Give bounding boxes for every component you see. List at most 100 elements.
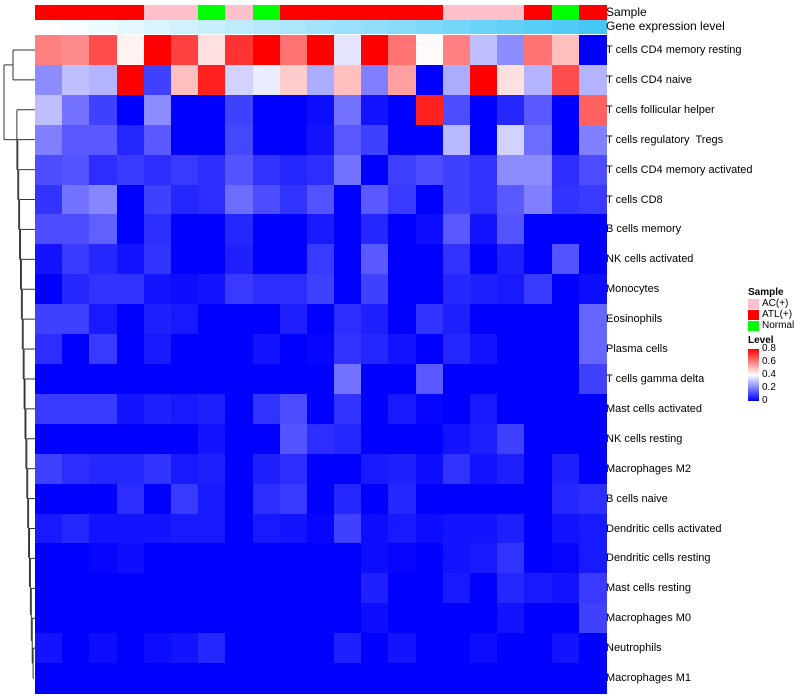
heatmap-cell [361, 393, 390, 425]
heatmap-cell [361, 154, 390, 186]
heatmap-cell [62, 184, 90, 216]
sample-annotation-cell [442, 5, 471, 20]
heatmap-cell [279, 603, 308, 634]
heatmap-cell [306, 304, 335, 335]
heatmap-cell [170, 543, 199, 574]
heatmap-cell [306, 244, 335, 275]
heatmap-cell [198, 64, 226, 96]
heatmap-cell [361, 244, 390, 275]
heatmap-cell [62, 35, 90, 66]
heatmap-cell [497, 453, 526, 485]
heatmap-cell [252, 633, 281, 664]
heatmap-cell [388, 393, 417, 425]
heatmap-cell [35, 244, 63, 275]
heatmap-cell [334, 603, 362, 634]
heatmap-cell [170, 483, 199, 515]
heatmap-cell [89, 483, 118, 515]
heatmap-cell [116, 603, 145, 634]
heatmap-cell [497, 663, 526, 694]
heatmap-cell [89, 633, 118, 664]
heatmap-cell [497, 423, 526, 455]
heatmap-cell [306, 214, 335, 245]
heatmap-cell [361, 64, 390, 96]
heatmap-cell [551, 423, 580, 455]
heatmap-cell [35, 304, 63, 335]
heatmap-cell [388, 483, 417, 515]
sample-annotation-cell [334, 5, 362, 20]
heatmap-cell [279, 274, 308, 305]
heatmap-cell [116, 184, 145, 216]
heatmap-cell [252, 483, 281, 515]
row-label: T cells CD4 memory activated [606, 163, 753, 176]
heatmap-cell [198, 334, 226, 365]
heatmap-cell [361, 633, 390, 664]
heatmap-cell [62, 274, 90, 305]
sample-annotation-cell [361, 5, 390, 20]
heatmap-cell [524, 663, 553, 694]
heatmap-cell [225, 244, 254, 275]
heatmap-cell [62, 304, 90, 335]
row-label: B cells naive [606, 492, 668, 505]
heatmap-cell [442, 184, 471, 216]
heatmap-cell [388, 423, 417, 455]
heatmap-cell [524, 94, 553, 126]
heatmap-cell [279, 423, 308, 455]
heatmap-cell [551, 244, 580, 275]
heatmap-cell [415, 154, 444, 186]
heatmap-cell [35, 334, 63, 365]
heatmap-cell [578, 633, 607, 664]
heatmap-cell [143, 453, 172, 485]
heatmap-cell [361, 513, 390, 545]
heatmap-cell [334, 124, 362, 156]
expression-annotation-cell [225, 20, 254, 34]
heatmap-cell [170, 633, 199, 664]
heatmap-cell [334, 154, 362, 186]
heatmap-cell [170, 124, 199, 156]
heatmap-cell [388, 633, 417, 664]
heatmap-cell [116, 214, 145, 245]
heatmap-cell [35, 364, 63, 395]
heatmap-cell [388, 603, 417, 634]
heatmap-cell [578, 274, 607, 305]
heatmap-cell [89, 64, 118, 96]
heatmap-cell [361, 364, 390, 395]
heatmap-cell [578, 453, 607, 485]
heatmap-cell [578, 94, 607, 126]
heatmap-cell [415, 364, 444, 395]
heatmap-cell [62, 244, 90, 275]
heatmap-cell [470, 573, 498, 604]
heatmap-cell [361, 573, 390, 604]
heatmap-cell [143, 393, 172, 425]
heatmap-cell [415, 663, 444, 694]
heatmap-cell [62, 64, 90, 96]
expression-annotation-cell [116, 20, 145, 34]
heatmap-cell [252, 184, 281, 216]
heatmap-cell [334, 334, 362, 365]
heatmap-cell [306, 94, 335, 126]
heatmap-cell [170, 64, 199, 96]
heatmap-cell [578, 184, 607, 216]
row-label: T cells regulatory Tregs [606, 133, 724, 146]
heatmap-cell [524, 483, 553, 515]
sample-annotation-cell [35, 5, 63, 20]
heatmap-cell [116, 393, 145, 425]
heatmap-cell [170, 513, 199, 545]
heatmap-cell [306, 334, 335, 365]
heatmap-cell [388, 214, 417, 245]
heatmap-cell [524, 214, 553, 245]
level-tick-label: 0.4 [762, 369, 776, 380]
heatmap-cell [551, 453, 580, 485]
heatmap-cell [225, 35, 254, 66]
row-label: T cells follicular helper [606, 103, 715, 116]
heatmap-cell [198, 184, 226, 216]
heatmap-cell [62, 573, 90, 604]
heatmap-cell [361, 124, 390, 156]
heatmap-cell [551, 483, 580, 515]
heatmap-cell [143, 543, 172, 574]
heatmap-cell [388, 663, 417, 694]
sample-annotation-cell [143, 5, 172, 20]
heatmap-cell [306, 573, 335, 604]
expression-annotation-cell [415, 20, 444, 34]
heatmap-cell [62, 663, 90, 694]
heatmap-cell [361, 663, 390, 694]
